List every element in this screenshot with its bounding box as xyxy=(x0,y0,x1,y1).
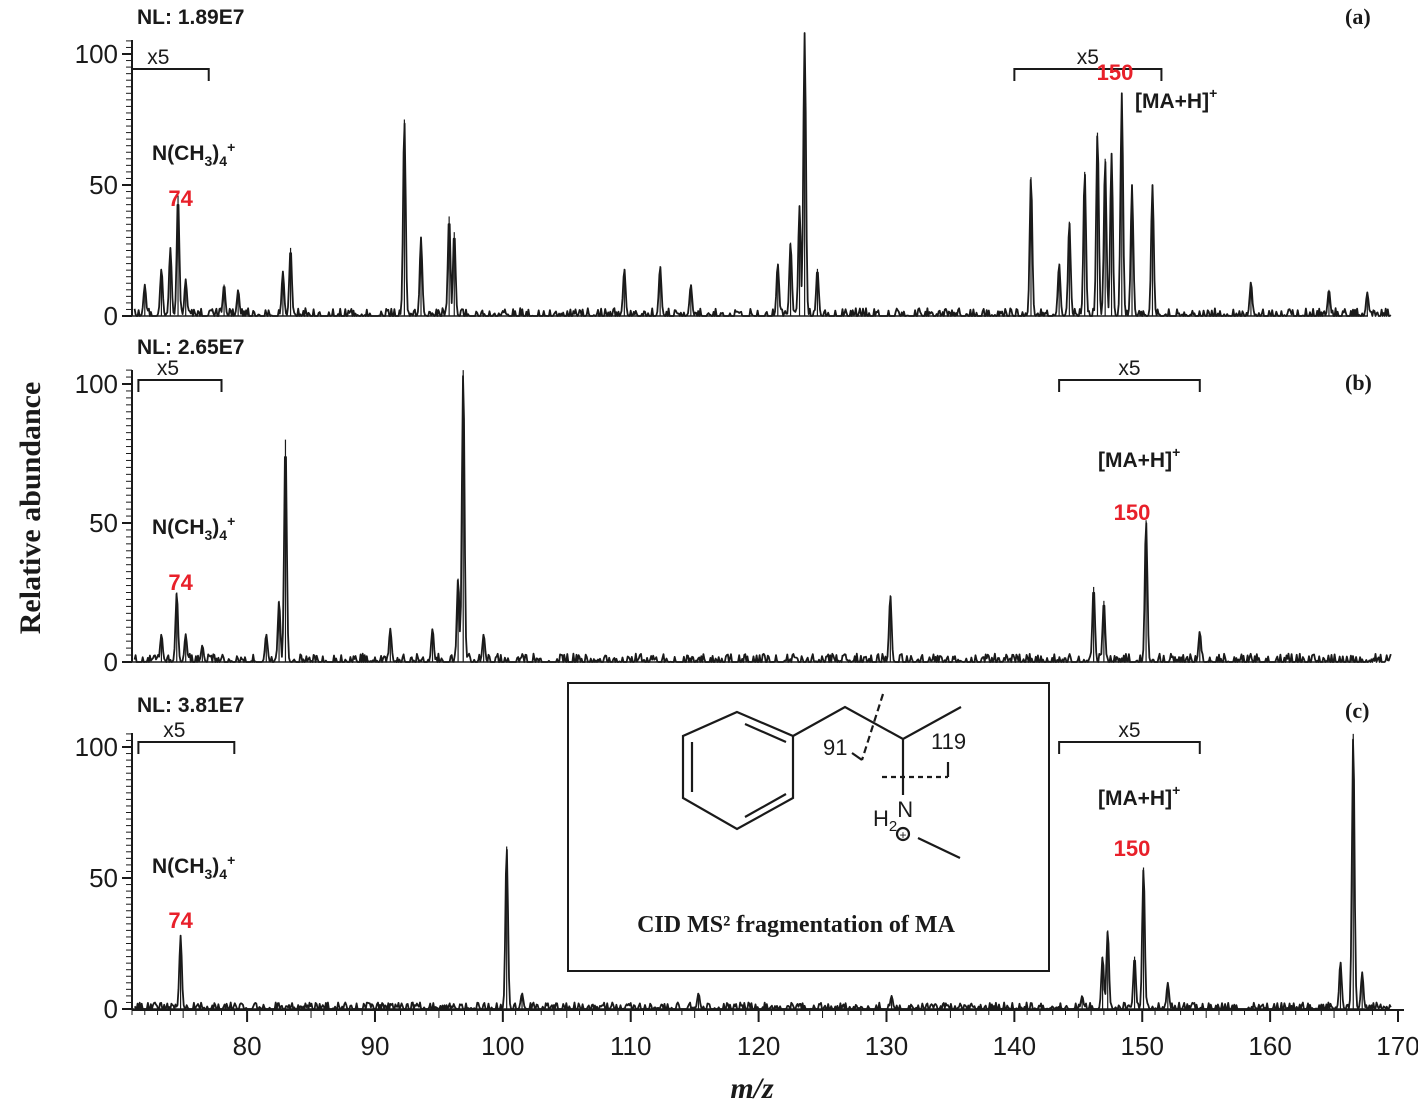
zoom-label: x5 xyxy=(1077,46,1099,69)
ion-label-tetramethylammonium: N(CH3)4+ xyxy=(152,513,235,543)
spectrum-trace xyxy=(133,32,1392,317)
zoom-bracket xyxy=(131,68,210,81)
fragment-119-label: 119 xyxy=(931,729,966,754)
inset-caption: CID MS² fragmentation of MA xyxy=(637,912,955,938)
x-tick-label: 80 xyxy=(233,1031,262,1061)
zoom-bracket xyxy=(1058,379,1201,392)
mz-74-label: 74 xyxy=(168,186,193,211)
x-tick-label: 110 xyxy=(610,1031,651,1061)
y-tick-label: 50 xyxy=(89,170,118,200)
ion-label-tetramethylammonium: N(CH3)4+ xyxy=(152,139,235,169)
x-tick-label: 120 xyxy=(737,1031,780,1061)
y-tick-label: 50 xyxy=(89,508,118,538)
x-tick-label: 90 xyxy=(361,1031,390,1061)
nl-label: NL: 3.81E7 xyxy=(137,694,244,717)
ion-label-ma-h: [MA+H]+ xyxy=(1135,85,1217,113)
spectrum-trace xyxy=(133,375,1392,663)
zoom-label: x5 xyxy=(147,46,169,69)
y-tick-label: 50 xyxy=(89,863,118,893)
panel-letter: (b) xyxy=(1345,370,1372,395)
zoom-bracket xyxy=(137,379,223,392)
zoom-label: x5 xyxy=(1118,719,1140,742)
ion-label-tetramethylammonium: N(CH3)4+ xyxy=(152,852,235,882)
methamphetamine-structure xyxy=(681,693,962,859)
panel-letter: (a) xyxy=(1345,4,1371,29)
y-tick-label: 0 xyxy=(104,994,118,1024)
zoom-bracket xyxy=(1013,68,1163,81)
mz-150-label: 150 xyxy=(1097,60,1134,85)
zoom-label: x5 xyxy=(157,357,179,380)
x-tick-label: 130 xyxy=(865,1031,908,1061)
zoom-bracket xyxy=(1058,741,1201,754)
y-axis-title: Relative abundance xyxy=(14,382,47,635)
panel-letter: (c) xyxy=(1345,698,1369,723)
nl-label: NL: 2.65E7 xyxy=(137,336,244,359)
x-tick-label: 160 xyxy=(1248,1031,1291,1061)
y-tick-label: 100 xyxy=(75,732,118,762)
x-axis-title: m/z xyxy=(730,1072,774,1105)
zoom-label: x5 xyxy=(163,719,185,742)
y-tick-label: 0 xyxy=(104,647,118,677)
x-tick-label: 170 xyxy=(1376,1031,1418,1061)
mz-150-label: 150 xyxy=(1114,836,1151,861)
ion-label-ma-h: [MA+H]+ xyxy=(1098,444,1180,472)
mz-74-label: 74 xyxy=(168,908,193,933)
charge-symbol: + xyxy=(899,828,906,842)
amine-label: H2N xyxy=(873,797,913,835)
zoom-bracket xyxy=(137,741,236,754)
nl-label: NL: 1.89E7 xyxy=(137,6,244,29)
fragment-91-label: 91 xyxy=(823,735,847,760)
mz-150-label: 150 xyxy=(1114,500,1151,525)
x-tick-label: 100 xyxy=(481,1031,524,1061)
y-tick-label: 0 xyxy=(104,301,118,331)
structure-inset: 91 119 H2N + CID MS² fragmentation of MA xyxy=(567,682,1050,972)
mz-74-label: 74 xyxy=(168,570,193,595)
inset-frame xyxy=(567,682,1050,972)
x-tick-label: 140 xyxy=(993,1031,1036,1061)
y-tick-label: 100 xyxy=(75,39,118,69)
spectrum-panel-b: 0 50 100 NL: 2.65E7 (b) x5 x5 N(CH3)4+ 74 [MA+H]+… xyxy=(75,336,1392,677)
y-tick-label: 100 xyxy=(75,369,118,399)
spectrum-panel-a: 0 50 100 NL: 1.89E7 (a) x5 x5 N(CH3)4+ 74 [MA+H]+… xyxy=(75,4,1392,331)
x-tick-label: 150 xyxy=(1121,1031,1164,1061)
zoom-label: x5 xyxy=(1118,357,1140,380)
ion-label-ma-h: [MA+H]+ xyxy=(1098,782,1180,810)
x-axis: 80 90 100 110 120 130 140 150 160 170 xyxy=(131,1009,1418,1061)
